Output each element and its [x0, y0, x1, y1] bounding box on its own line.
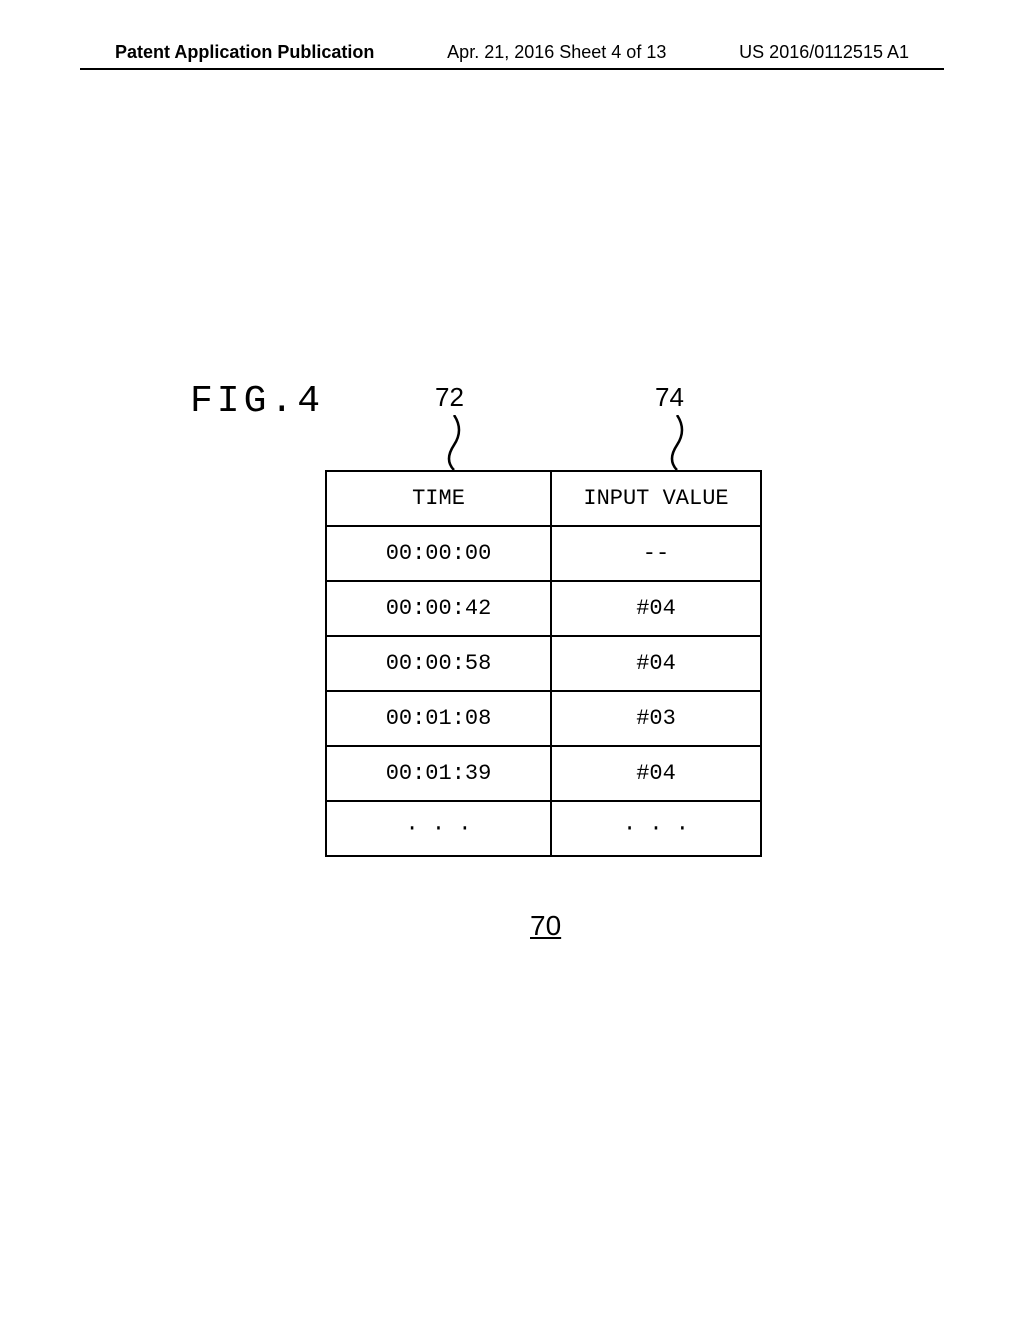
cell-time: 00:00:58	[326, 636, 551, 691]
column-header-time: TIME	[326, 471, 551, 526]
header-right: US 2016/0112515 A1	[739, 42, 909, 63]
cell-value: --	[551, 526, 761, 581]
leader-line-74	[665, 415, 695, 470]
header-mid: Apr. 21, 2016 Sheet 4 of 13	[447, 42, 666, 63]
table-row: · · · · · ·	[326, 801, 761, 856]
cell-value: #04	[551, 581, 761, 636]
table-row: 00:01:39 #04	[326, 746, 761, 801]
cell-time: · · ·	[326, 801, 551, 856]
reference-numeral-74: 74	[655, 382, 684, 413]
cell-value: #03	[551, 691, 761, 746]
data-table: TIME INPUT VALUE 00:00:00 -- 00:00:42 #0…	[325, 470, 762, 857]
column-header-input-value: INPUT VALUE	[551, 471, 761, 526]
table-header-row: TIME INPUT VALUE	[326, 471, 761, 526]
header-divider	[80, 68, 944, 70]
cell-time: 00:00:00	[326, 526, 551, 581]
cell-value: · · ·	[551, 801, 761, 856]
header-left: Patent Application Publication	[115, 42, 374, 63]
table-row: 00:00:58 #04	[326, 636, 761, 691]
cell-time: 00:00:42	[326, 581, 551, 636]
reference-numeral-72: 72	[435, 382, 464, 413]
cell-value: #04	[551, 636, 761, 691]
leader-line-72	[442, 415, 472, 470]
cell-value: #04	[551, 746, 761, 801]
table-row: 00:00:42 #04	[326, 581, 761, 636]
figure-label: FIG.4	[190, 380, 324, 423]
page-header: Patent Application Publication Apr. 21, …	[0, 42, 1024, 63]
figure-number: 70	[530, 910, 561, 942]
cell-time: 00:01:39	[326, 746, 551, 801]
cell-time: 00:01:08	[326, 691, 551, 746]
table-row: 00:00:00 --	[326, 526, 761, 581]
table-row: 00:01:08 #03	[326, 691, 761, 746]
